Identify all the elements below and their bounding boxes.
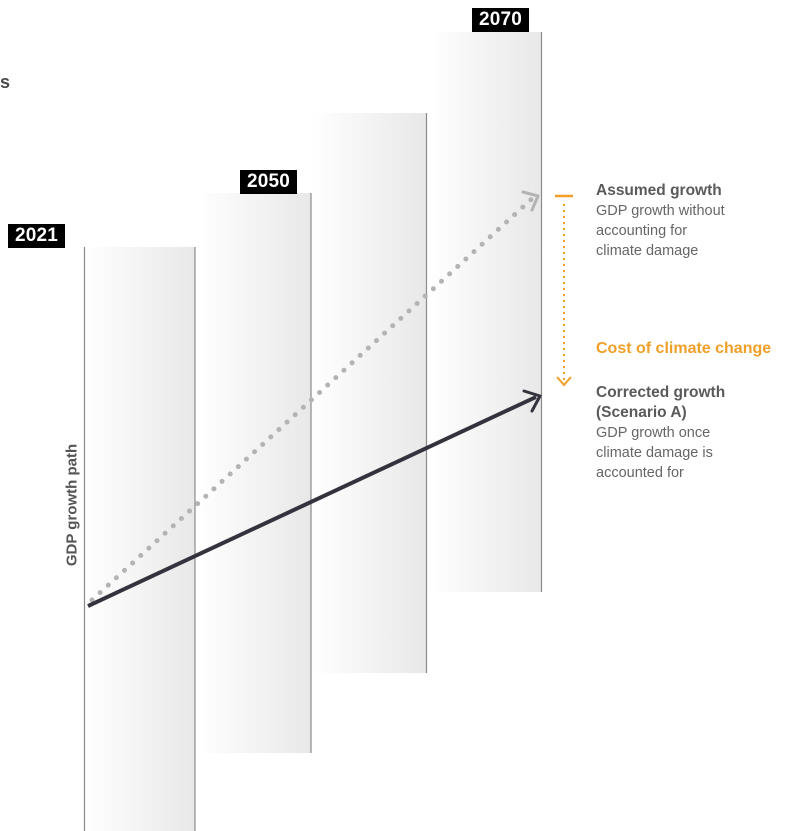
corrected-growth-desc-2: climate damage is	[596, 445, 713, 461]
year-tag-2050: 2050	[240, 170, 298, 194]
assumed-growth-title: Assumed growth	[596, 182, 722, 199]
assumed-growth-desc-2: accounting for	[596, 223, 688, 239]
corrected-growth-annotation: Corrected growth (Scenario A) GDP growth…	[596, 383, 725, 483]
corrected-growth-desc-1: GDP growth once	[596, 425, 711, 441]
corrected-growth-title-1: Corrected growth	[596, 384, 726, 401]
panel-4	[312, 113, 426, 673]
assumed-growth-arrowhead	[521, 190, 540, 212]
cut-off-text: s	[0, 72, 11, 92]
corrected-growth-desc-3: accounted for	[596, 465, 684, 481]
corrected-growth-title-2: (Scenario A)	[596, 404, 687, 421]
year-tag-2021: 2021	[8, 224, 66, 248]
assumed-growth-annotation: Assumed growth GDP growth without accoun…	[596, 181, 725, 261]
cost-bracket-arrowhead	[556, 376, 572, 387]
assumed-growth-line	[89, 193, 538, 603]
corrected-growth-arrowhead	[522, 389, 542, 413]
axis-label: GDP growth path	[63, 443, 81, 567]
panel-2070	[428, 32, 541, 592]
assumed-growth-desc-3: climate damage	[596, 243, 699, 259]
year-tag-2070: 2070	[472, 8, 530, 32]
panel-2021	[84, 247, 195, 831]
corrected-growth-line	[87, 395, 537, 608]
cost-of-climate-change-label: Cost of climate change	[596, 340, 772, 357]
assumed-growth-desc-1: GDP growth without	[596, 203, 725, 219]
panel-2050	[196, 193, 311, 753]
